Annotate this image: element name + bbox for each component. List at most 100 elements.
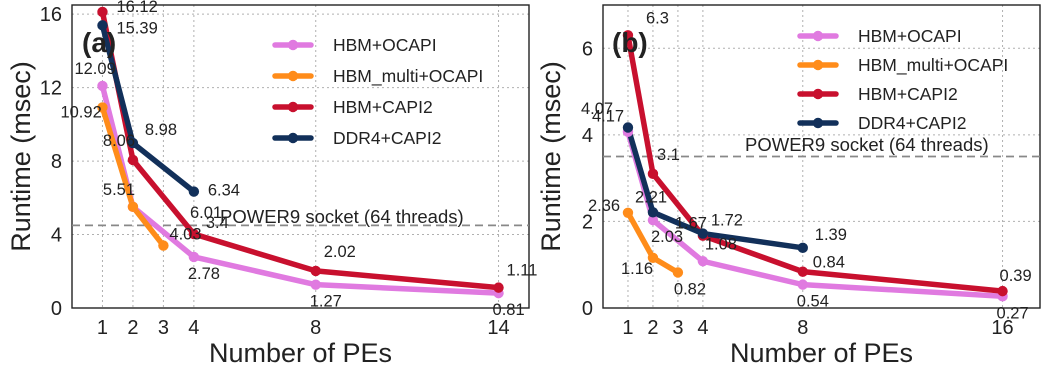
legend-label: HBM+CAPI2	[858, 84, 958, 104]
data-label: 0.84	[813, 254, 845, 272]
data-label: 10.92	[60, 103, 101, 121]
data-point	[622, 30, 634, 41]
data-label: 0.27	[997, 304, 1029, 322]
legend-marker	[812, 88, 824, 100]
data-point	[158, 240, 169, 251]
data-label: 2.78	[188, 265, 220, 283]
x-tick-label: 4	[697, 317, 708, 339]
data-point	[97, 80, 108, 92]
data-label: 5.51	[103, 181, 135, 199]
reference-line-label: POWER9 socket (64 threads)	[745, 134, 989, 155]
data-label: 6.3	[646, 9, 669, 27]
legend-label: HBM+CAPI2	[333, 97, 433, 117]
legend-marker	[812, 117, 824, 129]
y-tick-label: 0	[582, 298, 593, 320]
data-label: 2.36	[588, 197, 620, 215]
panel-label: (a)	[82, 27, 116, 58]
data-label: 0.39	[1000, 267, 1032, 285]
y-axis-label: Runtime (msec)	[536, 61, 566, 252]
data-label: 2.02	[324, 243, 356, 261]
data-label: 1.67	[675, 215, 707, 233]
data-point	[188, 228, 200, 240]
x-tick-label: 3	[672, 317, 683, 339]
x-tick-label: 1	[97, 317, 108, 339]
data-point	[697, 228, 709, 239]
data-point	[622, 122, 634, 133]
data-point	[797, 279, 808, 290]
legend: HBM+OCAPI HBM_multi+OCAPI HBM+CAPI2 DDR4+CA…	[272, 35, 483, 148]
plot-frame	[71, 4, 530, 309]
data-point	[797, 266, 808, 277]
data-label: 15.39	[116, 19, 157, 37]
series-line	[99, 83, 502, 296]
data-point	[647, 214, 659, 226]
legend-label: DDR4+CAPI2	[333, 128, 441, 148]
data-point	[97, 6, 108, 18]
data-label: 0.81	[493, 301, 525, 319]
x-tick-label: 4	[188, 317, 199, 339]
data-label: 1.16	[621, 260, 653, 278]
data-point	[188, 186, 200, 197]
data-label: 8.06	[103, 132, 135, 150]
data-point	[97, 20, 108, 31]
data-point	[622, 207, 634, 218]
x-tick-label: 2	[647, 317, 658, 339]
data-label: 3.1	[657, 146, 680, 164]
legend-marker	[812, 59, 824, 71]
data-label: 0.54	[797, 293, 829, 311]
legend-label: HBM+OCAPI	[333, 35, 437, 55]
data-point	[997, 285, 1008, 297]
legend-marker	[287, 132, 299, 144]
data-label: 4.17	[592, 107, 624, 125]
x-axis-label: Number of PEs	[209, 338, 392, 368]
x-tick-label: 3	[158, 317, 169, 339]
reference-line-label: POWER9 socket (64 threads)	[220, 206, 464, 227]
data-point	[647, 168, 659, 180]
y-tick-label: 8	[51, 151, 62, 173]
legend-marker	[287, 39, 299, 51]
data-label: 6.01	[190, 204, 222, 222]
y-axis-label: Runtime (msec)	[6, 61, 36, 252]
panel-label: (b)	[612, 27, 648, 58]
data-point	[672, 267, 684, 278]
data-label: 2.21	[635, 188, 667, 206]
legend-label: DDR4+CAPI2	[858, 113, 966, 133]
x-tick-label: 8	[797, 317, 808, 339]
data-label: 0.82	[674, 281, 706, 299]
data-label: 2.03	[651, 228, 683, 246]
y-tick-label: 0	[51, 298, 62, 320]
x-tick-label: 16	[991, 317, 1013, 339]
x-axis-label: Number of PEs	[730, 338, 913, 368]
data-label: 1.27	[310, 293, 342, 311]
data-label: 1.39	[815, 226, 847, 244]
legend-marker	[287, 101, 299, 113]
y-tick-label: 16	[40, 4, 62, 26]
data-point	[310, 279, 321, 290]
y-tick-label: 2	[582, 211, 593, 233]
y-tick-label: 12	[40, 78, 62, 100]
legend-marker	[812, 30, 824, 42]
data-point	[797, 242, 808, 254]
data-point	[127, 201, 139, 213]
legend-label: HBM+OCAPI	[858, 26, 962, 46]
x-tick-label: 2	[127, 317, 138, 339]
data-label: 4.07	[581, 100, 613, 118]
data-label: 1.11	[507, 262, 538, 280]
data-point	[493, 282, 504, 293]
data-label: 3.4	[206, 214, 229, 232]
y-tick-label: 6	[582, 38, 593, 60]
legend-label: HBM_multi+OCAPI	[858, 55, 1008, 76]
data-point	[188, 251, 200, 263]
x-tick-label: 8	[310, 317, 321, 339]
y-tick-label: 4	[51, 225, 62, 247]
series-line	[625, 124, 806, 251]
data-point	[97, 102, 108, 113]
data-point	[127, 154, 139, 166]
data-label: 8.98	[145, 121, 177, 139]
legend-marker	[287, 70, 299, 82]
data-label: 16.12	[116, 0, 157, 16]
y-tick-label: 4	[582, 125, 593, 147]
data-label: 6.34	[208, 182, 240, 200]
